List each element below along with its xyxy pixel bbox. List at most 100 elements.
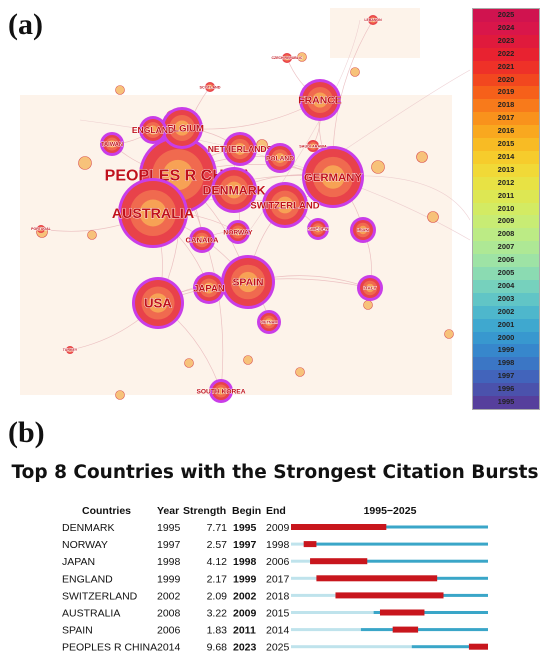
burst-row-australia: AUSTRALIA 2008 3.22 2009 2015 — [62, 608, 488, 620]
row-year: 2006 — [157, 625, 181, 637]
row-end: 2018 — [266, 590, 290, 602]
node-australia[interactable]: AUSTRALIA — [111, 178, 195, 248]
node-usa[interactable]: USA — [132, 277, 184, 329]
legend-year-2012: 2012 — [473, 176, 539, 190]
node-lebanon[interactable]: LEBANON — [364, 15, 383, 25]
node-center — [365, 283, 375, 293]
burst-segment — [291, 524, 387, 530]
node-center — [237, 271, 259, 293]
legend-year-2009: 2009 — [473, 215, 539, 229]
node-center — [217, 387, 225, 395]
node-japan[interactable]: JAPAN — [193, 272, 225, 304]
node-taiwan[interactable]: TAIWAN — [100, 132, 124, 156]
country-nodes: PEOPLES R CHINAAUSTRALIADENMARKGERMANYUS… — [31, 15, 383, 403]
header-range: 1995−2025 — [364, 505, 417, 517]
minor-node — [78, 156, 92, 170]
row-country: ENGLAND — [62, 573, 113, 585]
node-center — [203, 282, 215, 294]
node-south-korea[interactable]: SOUTH KOREA — [196, 379, 246, 403]
header-end: End — [266, 505, 286, 517]
node-belgium[interactable]: BELGIUM — [160, 107, 204, 149]
row-end: 2017 — [266, 573, 290, 585]
node-sweden[interactable]: SWEDEN — [307, 218, 329, 240]
node-center — [312, 92, 328, 108]
node-norway[interactable]: NORWAY — [223, 220, 254, 244]
node-switzerland[interactable]: SWITZERLAND — [250, 182, 320, 228]
node-label: LEBANON — [364, 18, 382, 22]
node-center — [68, 348, 72, 352]
legend-year-2001: 2001 — [473, 318, 539, 332]
node-label: SPAIN — [232, 278, 263, 289]
timeline-inactive — [291, 542, 304, 546]
minor-node — [444, 329, 454, 339]
node-portugal[interactable]: PORTUGAL — [31, 225, 52, 233]
node-scotland[interactable]: SCOTLAND — [199, 82, 221, 92]
node-center — [225, 181, 243, 199]
node-label: IRAN — [357, 228, 369, 234]
burst-segment — [335, 592, 444, 599]
legend-year-2015: 2015 — [473, 138, 539, 151]
row-country: AUSTRALIA — [62, 608, 120, 620]
legend-year-2014: 2014 — [473, 150, 539, 164]
node-saudi-arabia[interactable]: SAUDI ARABIA — [299, 140, 327, 152]
node-label: TURKEY — [63, 348, 78, 352]
row-begin: 2023 — [233, 642, 257, 654]
row-country: JAPAN — [62, 556, 95, 568]
node-germany[interactable]: GERMANY — [302, 146, 364, 208]
burst-row-peoples-r-china: PEOPLES R CHINA 2014 9.68 2023 2025 — [62, 642, 488, 654]
row-strength: 4.12 — [207, 556, 228, 568]
node-poland[interactable]: POLAND — [265, 143, 295, 173]
legend-year-2017: 2017 — [473, 112, 539, 126]
node-center — [162, 159, 194, 191]
node-center — [234, 143, 246, 155]
row-end: 2014 — [266, 625, 290, 637]
legend-year-2008: 2008 — [473, 228, 539, 242]
row-end: 2006 — [266, 556, 290, 568]
row-year: 1997 — [157, 539, 181, 551]
legend-year-2022: 2022 — [473, 47, 539, 61]
node-center — [321, 165, 345, 189]
legend-year-2013: 2013 — [473, 163, 539, 177]
node-label: JAPAN — [193, 283, 225, 294]
node-center — [370, 17, 376, 23]
row-country: PEOPLES R CHINA — [62, 642, 157, 654]
legend-year-2021: 2021 — [473, 60, 539, 74]
node-center — [174, 120, 190, 136]
row-strength: 2.17 — [207, 573, 228, 585]
node-canada[interactable]: CANADA — [185, 227, 219, 253]
node-center — [197, 235, 207, 245]
node-center — [108, 140, 116, 148]
row-begin: 1998 — [233, 556, 257, 568]
legend-year-2004: 2004 — [473, 279, 539, 293]
legend-year-2007: 2007 — [473, 241, 539, 255]
node-spain[interactable]: SPAIN — [221, 255, 275, 309]
row-strength: 1.83 — [207, 625, 228, 637]
row-end: 1998 — [266, 539, 290, 551]
node-center — [234, 228, 242, 236]
node-turkey[interactable]: TURKEY — [62, 346, 78, 354]
panel-a-label: (a) — [8, 8, 43, 41]
node-label: ITALY — [364, 286, 378, 292]
node-france[interactable]: FRANCE — [298, 79, 342, 121]
timeline-active — [411, 645, 488, 649]
minor-node — [243, 355, 253, 365]
node-vietnam[interactable]: VIETNAM — [257, 310, 281, 334]
burst-segment — [316, 575, 438, 582]
node-netherlands[interactable]: NETHERLANDS — [207, 132, 273, 166]
minor-node — [350, 67, 360, 77]
legend-year-2020: 2020 — [473, 73, 539, 87]
timeline-active — [310, 559, 488, 563]
row-end: 2009 — [266, 522, 290, 534]
row-country: SWITZERLAND — [62, 590, 138, 602]
node-label: SCOTLAND — [199, 85, 220, 89]
header-strength: Strength — [183, 505, 226, 517]
node-czech-republic[interactable]: CZECH REPUBLIC — [271, 53, 303, 63]
node-italy[interactable]: ITALY — [357, 275, 383, 301]
node-denmark[interactable]: DENMARK — [202, 167, 266, 213]
node-england[interactable]: ENGLAND — [131, 116, 175, 144]
burst-row-japan: JAPAN 1998 4.12 1998 2006 — [62, 556, 488, 568]
node-label: PORTUGAL — [31, 227, 52, 231]
legend-year-2000: 2000 — [473, 331, 539, 345]
node-iran[interactable]: IRAN — [350, 217, 376, 243]
minor-node — [87, 230, 97, 240]
